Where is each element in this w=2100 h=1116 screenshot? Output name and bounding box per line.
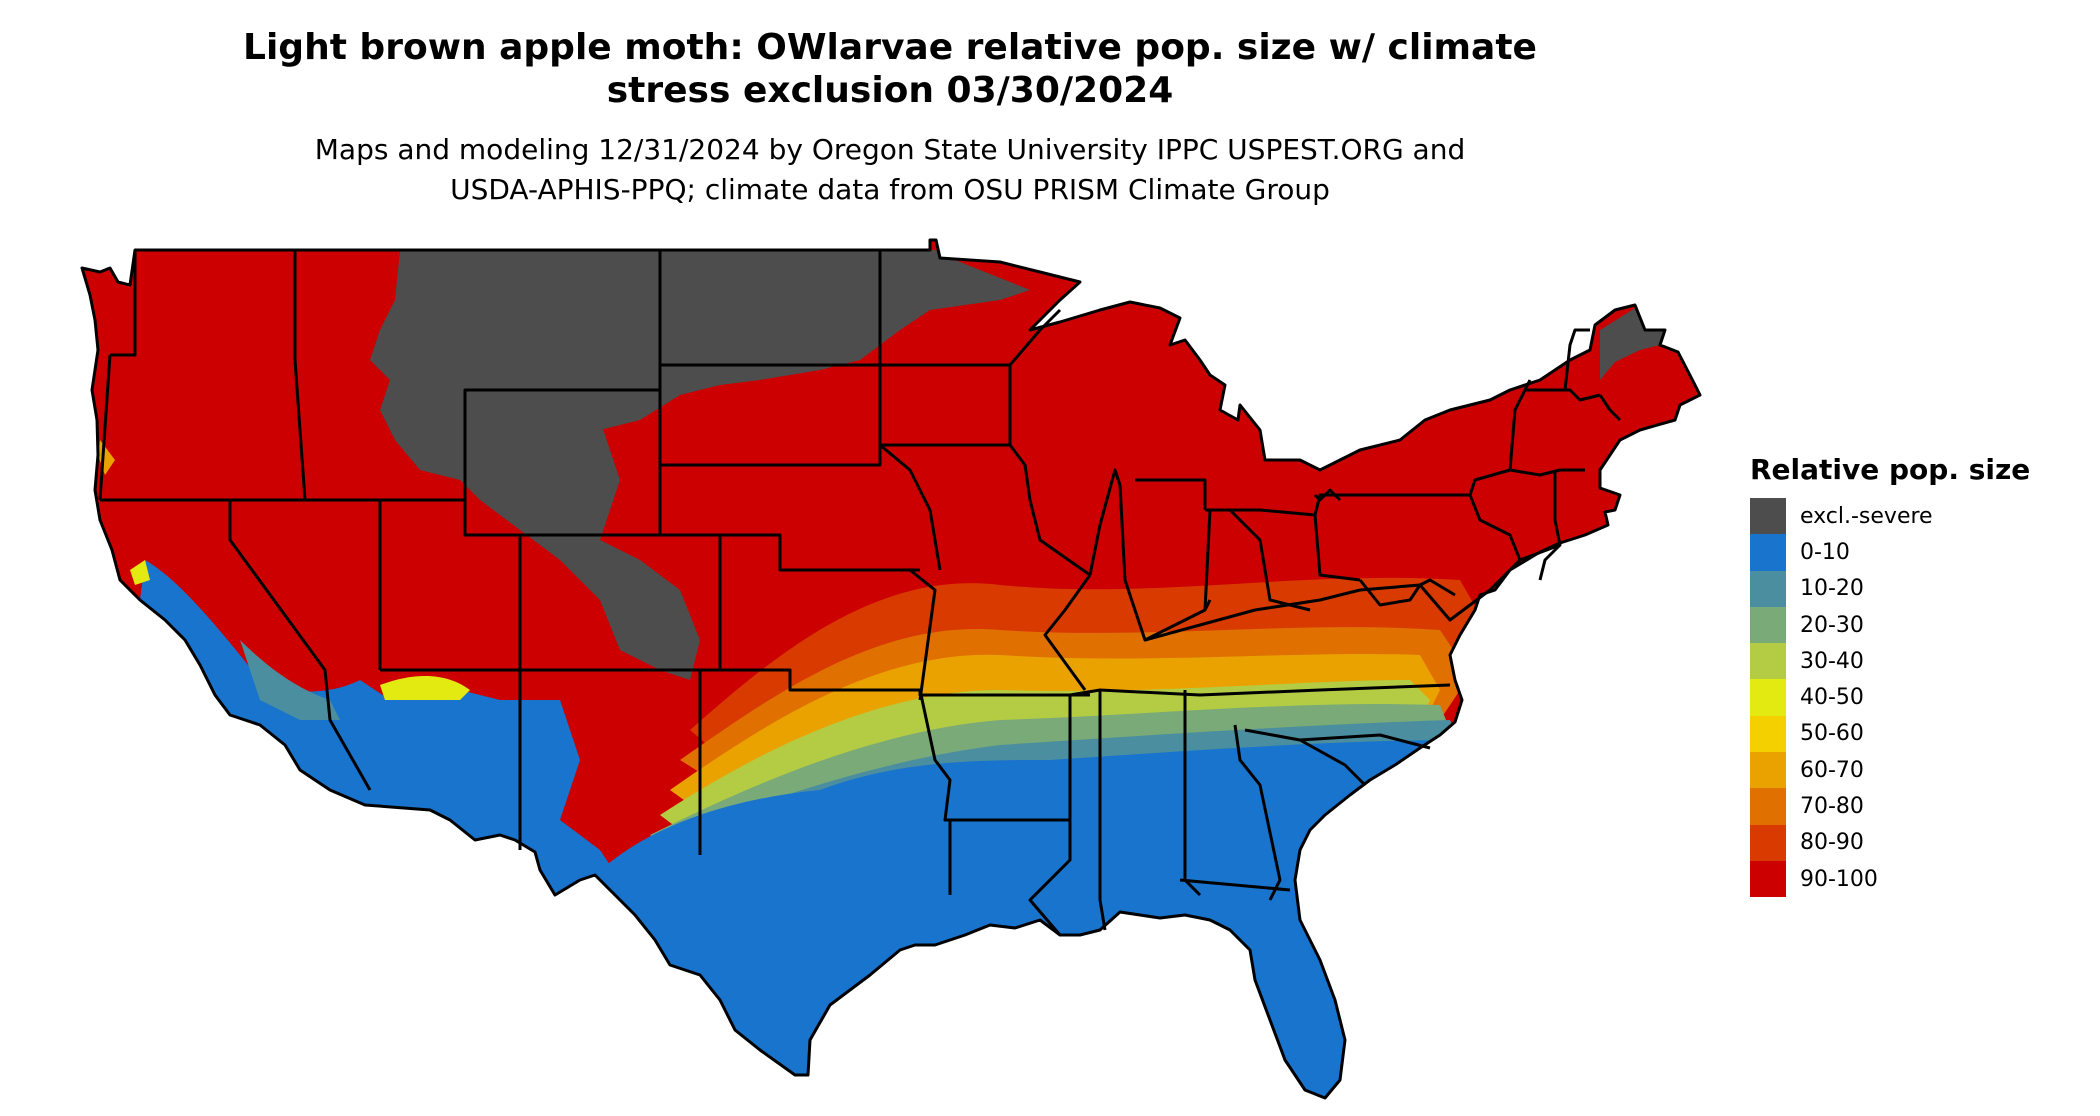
- legend-title: Relative pop. size: [1750, 453, 2031, 486]
- legend-item: 10-20: [1750, 570, 2080, 607]
- legend-swatch: [1750, 679, 1786, 716]
- legend-label: 50-60: [1800, 721, 1864, 747]
- state-boundaries: [80, 238, 1702, 1100]
- map-subtitle: Maps and modeling 12/31/2024 by Oregon S…: [120, 130, 1660, 210]
- legend-swatch: [1750, 643, 1786, 680]
- map-title-line-1: Light brown apple moth: OWlarvae relativ…: [243, 27, 1537, 68]
- legend-item: 40-50: [1750, 679, 2080, 716]
- legend-swatch: [1750, 860, 1786, 898]
- legend-item: 0-10: [1750, 534, 2080, 571]
- california-low-region: [140, 560, 620, 900]
- map-title-line-2: stress exclusion 03/30/2024: [606, 70, 1174, 111]
- legend-item: 80-90: [1750, 824, 2080, 861]
- legend-label: 80-90: [1800, 830, 1864, 856]
- legend-swatch: [1750, 752, 1786, 789]
- legend-label: excl.-severe: [1800, 503, 1933, 529]
- legend-swatch: [1750, 788, 1786, 825]
- legend-swatch: [1750, 715, 1786, 753]
- legend-item: 90-100: [1750, 860, 2080, 898]
- legend-rows: excl.-severe 0-10 10-20 20-30 30-40 40-50 50-6…: [1750, 498, 2080, 898]
- map-subtitle-line-1: Maps and modeling 12/31/2024 by Oregon S…: [314, 133, 1466, 166]
- legend-label: 40-50: [1800, 685, 1864, 711]
- legend-label: 10-20: [1800, 576, 1864, 602]
- legend-item: 70-80: [1750, 788, 2080, 825]
- legend-item: 60-70: [1750, 752, 2080, 789]
- legend-item: 30-40: [1750, 643, 2080, 680]
- legend-swatch: [1750, 534, 1786, 571]
- legend-label: 20-30: [1800, 612, 1864, 638]
- legend-swatch: [1750, 498, 1786, 535]
- legend-swatch: [1750, 824, 1786, 861]
- legend: Relative pop. size excl.-severe 0-10 10-20…: [1750, 452, 2080, 898]
- map-title: Light brown apple moth: OWlarvae relativ…: [120, 26, 1660, 112]
- legend-swatch: [1750, 606, 1786, 644]
- legend-swatch: [1750, 570, 1786, 607]
- legend-item: 20-30: [1750, 606, 2080, 644]
- legend-label: 90-100: [1800, 866, 1878, 892]
- legend-item: excl.-severe: [1750, 498, 2080, 535]
- legend-label: 70-80: [1800, 794, 1864, 820]
- legend-label: 60-70: [1800, 757, 1864, 783]
- map-subtitle-line-2: USDA-APHIS-PPQ; climate data from OSU PR…: [450, 173, 1330, 206]
- legend-item: 50-60: [1750, 715, 2080, 753]
- legend-label: 0-10: [1800, 539, 1850, 565]
- conus-population-map: [80, 238, 1702, 1100]
- legend-label: 30-40: [1800, 648, 1864, 674]
